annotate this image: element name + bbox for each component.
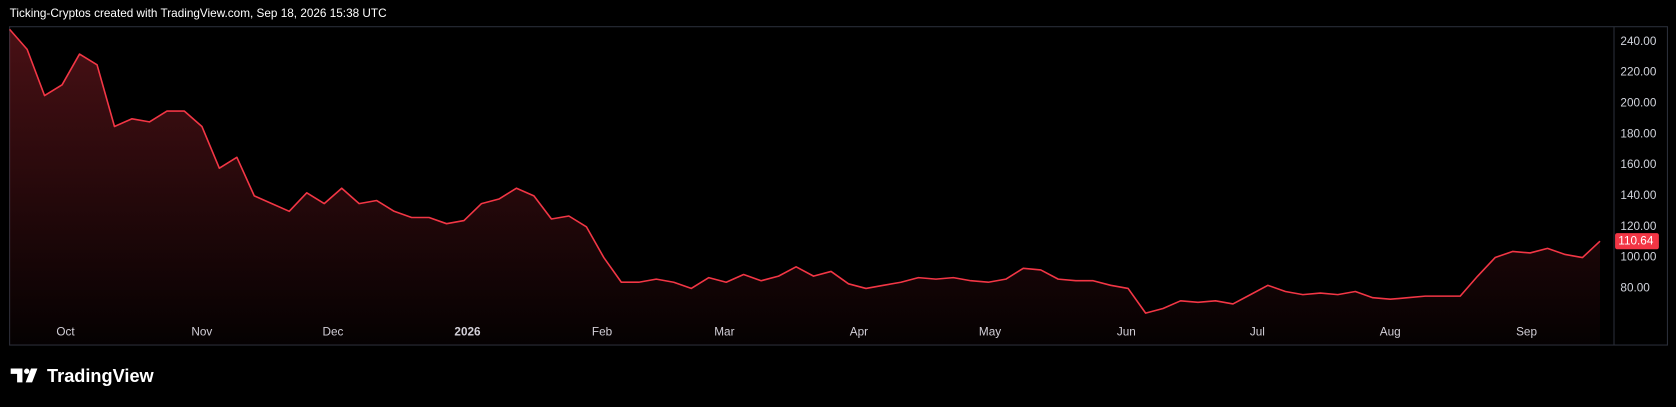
- y-tick-label: 160.00: [1620, 158, 1656, 171]
- caption: Ticking-Cryptos created with TradingView…: [10, 7, 387, 20]
- logo-dot: [24, 368, 30, 374]
- y-tick-label: 200.00: [1620, 96, 1656, 109]
- area-fill: [9, 29, 1601, 346]
- y-tick-label: 140.00: [1620, 189, 1656, 202]
- y-tick-label: 220.00: [1620, 66, 1656, 79]
- price-tag-label: 110.64: [1618, 234, 1654, 247]
- logo-slash: [25, 368, 38, 383]
- logo: TradingView: [10, 366, 155, 386]
- y-tick-label: 100.00: [1620, 251, 1656, 264]
- price-tag-bg: [1615, 233, 1659, 250]
- y-tick-label: 120.00: [1620, 220, 1656, 233]
- y-tick-label: 180.00: [1620, 127, 1656, 140]
- y-tick-label: 240.00: [1620, 35, 1656, 48]
- y-tick-label: 80.00: [1620, 282, 1650, 295]
- plot: 80.00 100.00 120.00 140.00 160.00 180.00 200.0…: [9, 28, 1659, 346]
- brand: TradingView: [47, 366, 155, 386]
- price-line: [9, 28, 1601, 314]
- logo-mark: [10, 368, 23, 383]
